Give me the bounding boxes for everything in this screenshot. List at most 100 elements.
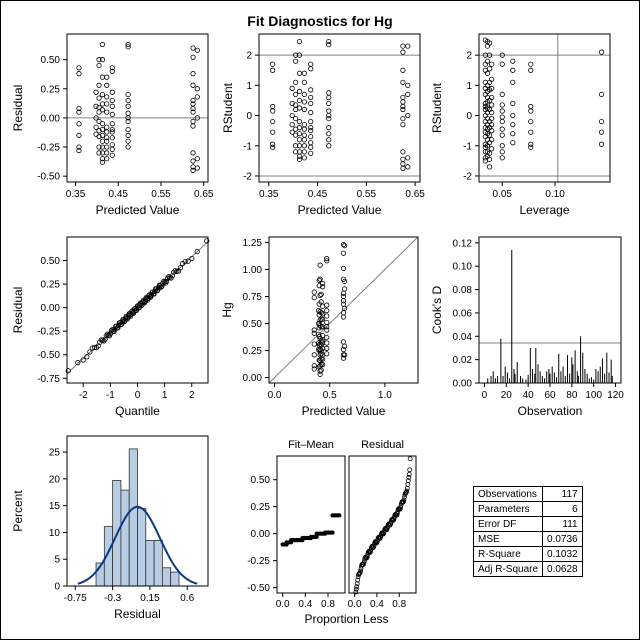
- data-point: [308, 100, 314, 107]
- histogram-bar: [170, 571, 180, 587]
- data-point: [326, 41, 332, 48]
- x-tick-label: 1: [162, 390, 168, 401]
- y-tick-label: 20: [49, 474, 61, 485]
- plot-frame: [66, 435, 209, 587]
- x-tick-label: 0.15: [140, 593, 160, 604]
- data-point: [76, 121, 82, 127]
- data-point: [96, 82, 102, 88]
- data-point: [104, 138, 110, 144]
- x-tick-label: 0.05: [493, 189, 513, 200]
- data-point: [292, 52, 299, 58]
- data-point: [109, 68, 115, 74]
- data-point: [190, 123, 196, 129]
- x-tick-label: 60: [544, 390, 556, 401]
- data-point: [499, 132, 505, 138]
- stat-row-parameters: Parameters 6: [472, 501, 583, 517]
- facet-label: Residual: [361, 439, 404, 451]
- data-point: [318, 291, 324, 297]
- data-point: [326, 137, 332, 143]
- data-point: [528, 67, 534, 73]
- x-tick-label: 1.0: [378, 390, 392, 401]
- residual-point: [407, 456, 413, 462]
- data-point: [80, 357, 86, 363]
- data-point: [190, 45, 196, 51]
- data-point: [308, 118, 314, 125]
- data-point: [405, 82, 411, 88]
- data-point: [296, 153, 303, 159]
- data-point: [301, 126, 307, 132]
- data-point: [311, 352, 317, 358]
- fit-mean-point: [330, 530, 335, 535]
- data-point: [125, 115, 131, 121]
- data-point: [151, 291, 157, 297]
- data-point: [499, 155, 505, 161]
- data-point: [292, 115, 299, 122]
- data-point: [484, 70, 491, 76]
- data-point: [99, 159, 106, 165]
- data-point: [489, 76, 495, 82]
- data-point: [292, 58, 299, 64]
- data-point: [194, 86, 200, 92]
- data-point: [598, 118, 605, 125]
- stat-row-adj-r-square: Adj R-Square 0.0628: [472, 561, 583, 577]
- data-point: [342, 243, 348, 249]
- data-point: [400, 43, 406, 49]
- data-point: [76, 147, 82, 154]
- data-point: [125, 144, 131, 150]
- data-point: [405, 155, 411, 161]
- stat-label: Parameters: [472, 501, 544, 517]
- residual-point: [406, 471, 412, 477]
- x-tick-label: 0.4: [298, 599, 312, 610]
- y-tick-label: -0.25: [37, 143, 60, 154]
- data-point: [598, 129, 605, 135]
- data-point: [148, 294, 154, 300]
- data-point: [311, 289, 317, 295]
- data-point: [296, 88, 303, 94]
- data-point: [125, 97, 131, 104]
- histogram-bar: [120, 489, 130, 587]
- x-tick-label: 0.8: [321, 599, 335, 610]
- data-point: [119, 318, 125, 325]
- residual-point: [358, 568, 363, 574]
- data-point: [125, 132, 131, 138]
- y-tick-label: 1.00: [243, 265, 263, 276]
- y-axis-label: Cook's D: [430, 286, 444, 335]
- data-point: [296, 105, 303, 111]
- y-axis-label: Hg: [220, 302, 234, 317]
- data-point: [400, 79, 406, 85]
- plot-frame: [348, 455, 417, 594]
- data-point: [405, 91, 411, 98]
- stat-row-observations: Observations 117: [472, 486, 583, 502]
- data-point: [93, 89, 99, 95]
- data-point: [318, 324, 324, 330]
- data-point: [204, 238, 210, 244]
- stat-value: 111: [542, 516, 583, 532]
- data-point: [318, 362, 324, 368]
- y-tick-label: -0.25: [37, 327, 60, 338]
- x-axis-label: Proportion Less: [304, 612, 388, 626]
- data-point: [324, 307, 330, 314]
- y-tick-label: 0.00: [251, 529, 271, 540]
- y-tick-label: 0.02: [453, 355, 473, 366]
- data-point: [340, 314, 347, 320]
- data-point: [324, 256, 330, 262]
- y-tick-label: 1: [246, 81, 252, 92]
- data-point: [324, 327, 330, 333]
- residual-point: [353, 589, 359, 595]
- y-tick-label: 0.04: [453, 332, 473, 343]
- data-point: [270, 108, 276, 114]
- data-point: [104, 135, 110, 141]
- x-axis-label: Quantile: [115, 404, 160, 418]
- stat-row-r-square: R-Square 0.1032: [472, 546, 583, 562]
- data-point: [190, 97, 196, 104]
- data-point: [292, 143, 299, 149]
- y-axis-label: Residual: [11, 85, 25, 132]
- stat-label: Observations: [472, 486, 544, 502]
- plot-frame: [276, 455, 346, 594]
- data-point: [311, 363, 317, 369]
- data-point: [598, 141, 605, 147]
- stat-label: R-Square: [472, 546, 544, 562]
- data-point: [318, 351, 324, 357]
- data-point: [104, 74, 110, 80]
